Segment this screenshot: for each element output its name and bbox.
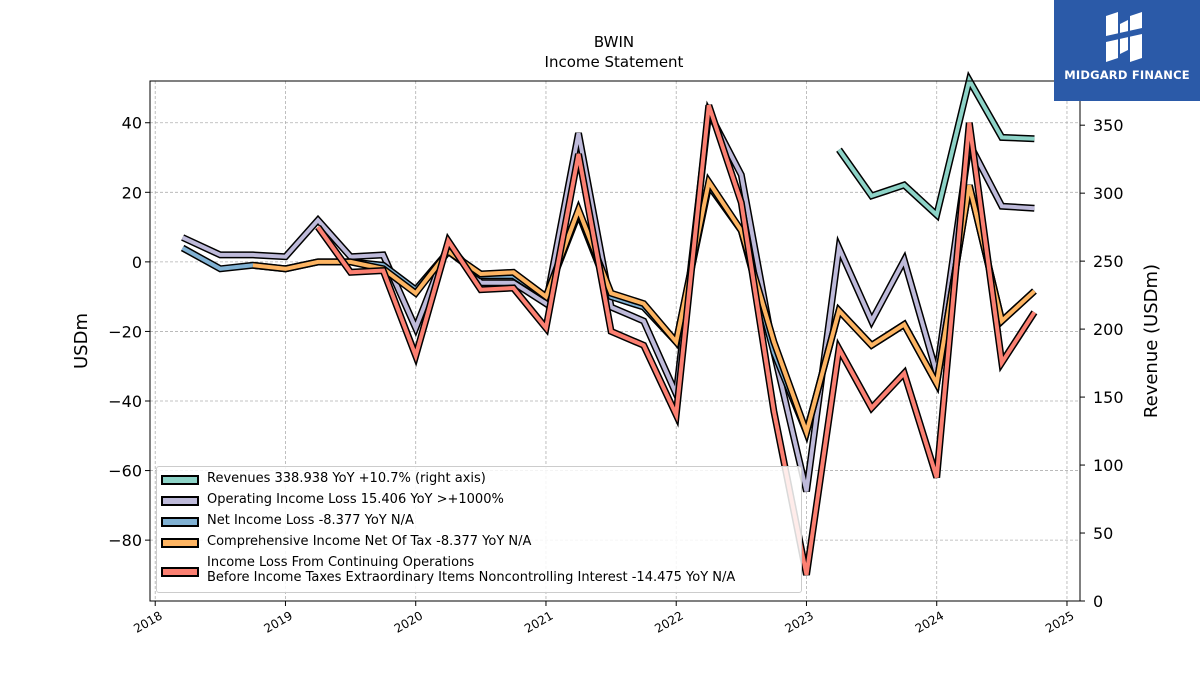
x-tick-label: 2020	[392, 608, 425, 635]
x-tick-label: 2024	[913, 608, 946, 635]
y-tick-label-left: 0	[132, 253, 142, 272]
x-tick-label: 2018	[131, 608, 164, 635]
chart-legend: Revenues 338.938 YoY +10.7% (right axis)…	[156, 466, 802, 593]
series-operating-income-loss	[181, 100, 1035, 493]
chart-subtitle: Income Statement	[545, 53, 684, 71]
logo-text: MIDGARD FINANCE	[1064, 68, 1190, 82]
y-tick-label-right: 150	[1093, 388, 1124, 407]
midgard-finance-logo: MIDGARD FINANCE	[1054, 0, 1200, 101]
y-tick-label-right: 250	[1093, 252, 1124, 271]
y-tick-label-right: 0	[1093, 592, 1103, 611]
y-axis-label-right: Revenue (USDm)	[1141, 264, 1162, 418]
x-tick-label: 2023	[783, 608, 816, 635]
y-tick-label-right: 350	[1093, 116, 1124, 135]
legend-swatch-net-income-loss	[161, 517, 199, 527]
y-tick-label-left: −80	[108, 531, 142, 550]
x-tick-label: 2022	[652, 608, 685, 635]
series-revenues	[836, 70, 1035, 222]
series-layer	[180, 70, 1038, 576]
legend-swatch-operating-income-loss	[161, 496, 199, 506]
legend-swatch-revenues	[161, 475, 199, 485]
x-tick-label: 2025	[1043, 608, 1076, 635]
y-tick-label-right: 300	[1093, 184, 1124, 203]
series-line	[181, 105, 1035, 492]
series-line	[316, 104, 1037, 576]
x-tick-label: 2021	[522, 608, 555, 635]
legend-label-income-continuing-ops-line2: Before Income Taxes Extraordinary Items …	[207, 570, 736, 585]
y-tick-label-left: −40	[108, 392, 142, 411]
legend-swatch-income-continuing-ops	[161, 567, 199, 577]
plot-frame	[149, 80, 1081, 602]
legend-label-operating-income-loss: Operating Income Loss 15.406 YoY >+1000%	[207, 492, 504, 507]
y-tick-label-right: 200	[1093, 320, 1124, 339]
y-tick-label-right: 100	[1093, 456, 1124, 475]
y-axis-label-left: USDm	[71, 313, 92, 369]
x-tick-label: 2019	[262, 608, 295, 635]
legend-label-net-income-loss: Net Income Loss -8.377 YoY N/A	[207, 513, 414, 528]
midgard-logo-icon	[1106, 12, 1142, 62]
series-line	[837, 74, 1035, 219]
series-income-loss-from-continuing-operations-b	[315, 104, 1038, 576]
y-tick-label-left: −20	[108, 322, 142, 341]
chart-title: BWIN	[594, 33, 634, 51]
y-tick-label-left: 40	[122, 114, 142, 133]
y-tick-label-left: 20	[122, 183, 142, 202]
y-tick-label-right: 50	[1093, 524, 1113, 543]
legend-label-comprehensive-income: Comprehensive Income Net Of Tax -8.377 Y…	[207, 534, 532, 549]
legend-label-revenues: Revenues 338.938 YoY +10.7% (right axis)	[207, 471, 486, 486]
legend-swatch-comprehensive-income	[161, 538, 199, 548]
y-tick-label-left: −60	[108, 462, 142, 481]
legend-label-income-continuing-ops-line1: Income Loss From Continuing Operations	[207, 555, 475, 570]
